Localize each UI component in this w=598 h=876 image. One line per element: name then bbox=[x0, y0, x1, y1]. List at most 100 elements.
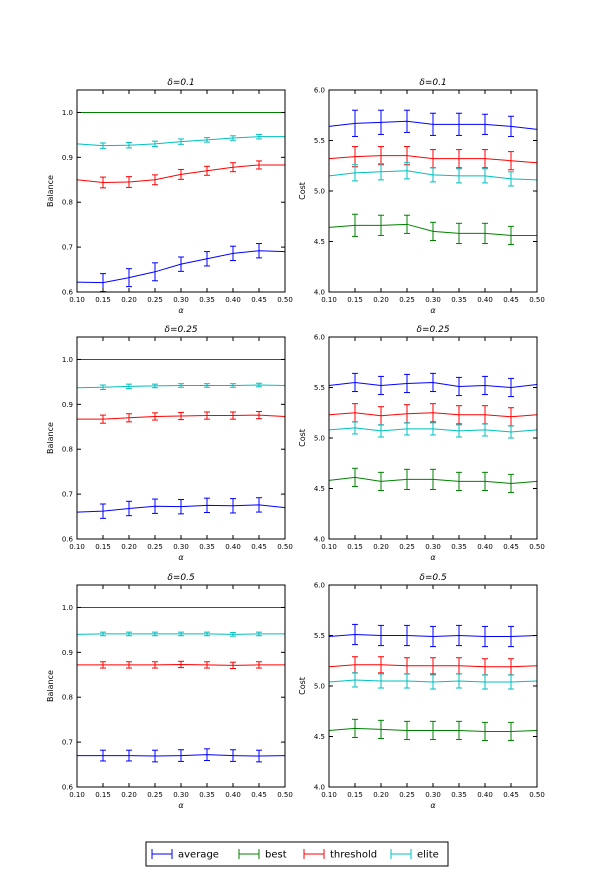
legend-label: best bbox=[265, 850, 287, 861]
subplot-title: δ=0.1 bbox=[167, 78, 194, 88]
x-tick-label: 0.15 bbox=[347, 296, 363, 304]
x-tick-label: 0.25 bbox=[399, 543, 415, 551]
y-tick-label: 5.5 bbox=[314, 632, 325, 640]
subplot-3: 0.10 0.15 0.20 0.25 0.30 0.35 0.40 0.45 0.50 0.6 0… bbox=[46, 325, 293, 562]
x-tick-label: 0.10 bbox=[321, 791, 337, 799]
x-tick-label: 0.45 bbox=[503, 543, 519, 551]
subplot-title: δ=0.25 bbox=[416, 325, 449, 335]
y-tick-label: 0.8 bbox=[62, 446, 73, 454]
x-axis-label: α bbox=[430, 801, 436, 810]
x-tick-label: 0.30 bbox=[425, 791, 441, 799]
y-tick-label: 0.7 bbox=[62, 491, 73, 499]
x-tick-label: 0.15 bbox=[347, 543, 363, 551]
x-tick-label: 0.35 bbox=[451, 296, 467, 304]
x-tick-label: 0.30 bbox=[173, 543, 189, 551]
x-tick-label: 0.15 bbox=[95, 296, 111, 304]
x-tick-label: 0.20 bbox=[373, 543, 389, 551]
y-tick-label: 0.7 bbox=[62, 739, 73, 747]
y-tick-label: 4.5 bbox=[314, 733, 325, 741]
y-tick-label: 4.0 bbox=[314, 784, 325, 792]
legend-label: average bbox=[178, 850, 219, 861]
x-tick-label: 0.50 bbox=[529, 296, 545, 304]
x-tick-label: 0.35 bbox=[199, 296, 215, 304]
y-tick-label: 4.0 bbox=[314, 289, 325, 297]
y-tick-label: 1.0 bbox=[62, 356, 73, 364]
subplot-title: δ=0.5 bbox=[167, 573, 195, 583]
x-tick-label: 0.50 bbox=[277, 543, 293, 551]
x-tick-label: 0.20 bbox=[121, 791, 137, 799]
x-tick-label: 0.25 bbox=[147, 791, 163, 799]
y-axis-label: Balance bbox=[46, 175, 55, 207]
x-tick-label: 0.30 bbox=[425, 543, 441, 551]
x-tick-label: 0.25 bbox=[147, 296, 163, 304]
y-axis-label: Cost bbox=[298, 182, 307, 200]
x-tick-label: 0.45 bbox=[503, 296, 519, 304]
x-tick-label: 0.50 bbox=[277, 296, 293, 304]
x-tick-label: 0.40 bbox=[477, 543, 493, 551]
subplot-title: δ=0.5 bbox=[419, 573, 447, 583]
y-tick-label: 0.8 bbox=[62, 199, 73, 207]
x-tick-label: 0.40 bbox=[225, 296, 241, 304]
x-tick-label: 0.15 bbox=[95, 791, 111, 799]
x-tick-label: 0.25 bbox=[399, 791, 415, 799]
x-tick-label: 0.40 bbox=[225, 791, 241, 799]
x-axis-label: α bbox=[430, 306, 436, 315]
x-tick-label: 0.50 bbox=[277, 791, 293, 799]
x-tick-label: 0.40 bbox=[477, 791, 493, 799]
y-tick-label: 6.0 bbox=[314, 87, 325, 95]
x-tick-label: 0.30 bbox=[173, 296, 189, 304]
y-tick-label: 5.0 bbox=[314, 683, 325, 691]
x-tick-label: 0.25 bbox=[147, 543, 163, 551]
y-axis-label: Balance bbox=[46, 670, 55, 702]
x-axis-label: α bbox=[430, 553, 436, 562]
x-tick-label: 0.45 bbox=[251, 543, 267, 551]
y-tick-label: 0.8 bbox=[62, 694, 73, 702]
x-tick-label: 0.40 bbox=[477, 296, 493, 304]
x-tick-label: 0.10 bbox=[321, 296, 337, 304]
x-tick-label: 0.45 bbox=[251, 791, 267, 799]
x-tick-label: 0.50 bbox=[529, 543, 545, 551]
legend-label: elite bbox=[417, 850, 439, 861]
legend: average best threshold elite bbox=[146, 842, 448, 866]
subplot-title: δ=0.1 bbox=[419, 78, 446, 88]
subplot-title: δ=0.25 bbox=[164, 325, 197, 335]
y-tick-label: 1.0 bbox=[62, 109, 73, 117]
x-tick-label: 0.40 bbox=[225, 543, 241, 551]
x-axis-label: α bbox=[178, 801, 184, 810]
y-tick-label: 0.9 bbox=[62, 401, 73, 409]
x-axis-label: α bbox=[178, 553, 184, 562]
y-tick-label: 5.5 bbox=[314, 137, 325, 145]
y-axis-label: Cost bbox=[298, 429, 307, 447]
y-tick-label: 6.0 bbox=[314, 582, 325, 590]
x-tick-label: 0.20 bbox=[121, 543, 137, 551]
x-tick-label: 0.10 bbox=[69, 543, 85, 551]
x-tick-label: 0.35 bbox=[451, 543, 467, 551]
y-axis-label: Cost bbox=[298, 677, 307, 695]
y-tick-label: 0.6 bbox=[62, 289, 74, 297]
x-tick-label: 0.45 bbox=[503, 791, 519, 799]
y-tick-label: 0.9 bbox=[62, 154, 73, 162]
x-tick-label: 0.35 bbox=[199, 543, 215, 551]
y-tick-label: 4.5 bbox=[314, 238, 325, 246]
x-tick-label: 0.25 bbox=[399, 296, 415, 304]
y-tick-label: 4.5 bbox=[314, 485, 325, 493]
y-tick-label: 1.0 bbox=[62, 604, 73, 612]
y-tick-label: 5.0 bbox=[314, 188, 325, 196]
x-tick-label: 0.10 bbox=[321, 543, 337, 551]
y-tick-label: 6.0 bbox=[314, 334, 325, 342]
x-tick-label: 0.10 bbox=[69, 791, 85, 799]
x-tick-label: 0.50 bbox=[529, 791, 545, 799]
x-axis-label: α bbox=[178, 306, 184, 315]
y-tick-label: 4.0 bbox=[314, 536, 325, 544]
x-tick-label: 0.35 bbox=[451, 791, 467, 799]
legend-label: threshold bbox=[330, 850, 377, 861]
x-tick-label: 0.20 bbox=[373, 296, 389, 304]
y-tick-label: 0.6 bbox=[62, 536, 74, 544]
x-tick-label: 0.15 bbox=[95, 543, 111, 551]
x-tick-label: 0.45 bbox=[251, 296, 267, 304]
